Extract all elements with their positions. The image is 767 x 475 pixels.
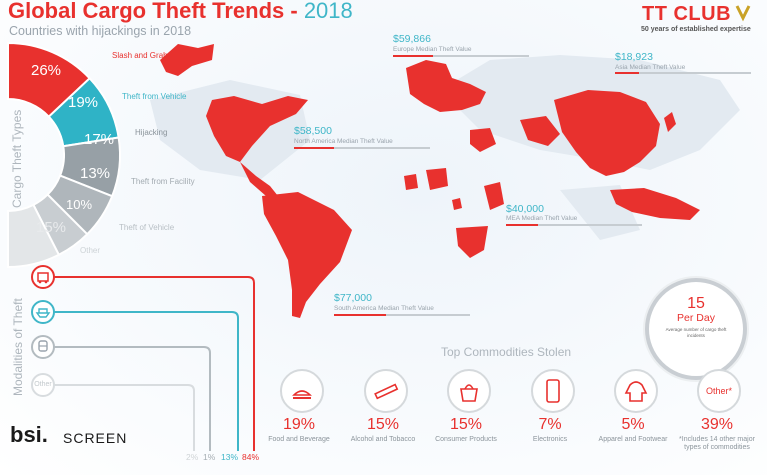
europe-value: $59,866 xyxy=(393,33,431,45)
phone-icon xyxy=(531,369,575,413)
per-day-number: 15 xyxy=(687,295,705,312)
south-africa-shape xyxy=(456,226,488,258)
central-america-shape xyxy=(240,162,278,196)
modality-pct-rail: 1% xyxy=(203,452,216,462)
title-text: Global Cargo Theft Trends - xyxy=(8,0,298,23)
label-slash-and-grab: Slash and Grab xyxy=(112,51,168,60)
asia-label: Asia Median Theft Value xyxy=(615,64,686,71)
bag-icon xyxy=(447,369,491,413)
wedge-pct-theft-of-vehicle: 10% xyxy=(66,197,93,212)
label-hijacking: Hijacking xyxy=(135,128,168,137)
europe-shape xyxy=(406,60,486,112)
africa-north-shape xyxy=(470,128,496,152)
east-africa-shape xyxy=(484,182,504,210)
north-america-value: $58,500 xyxy=(294,125,332,137)
asia-underline xyxy=(615,72,751,74)
wedge-pct-theft-from-vehicle: 19% xyxy=(68,94,99,111)
middle-east-shape xyxy=(520,116,560,146)
asia-shape xyxy=(554,90,660,176)
highlighted-countries xyxy=(160,44,700,318)
hoodie-icon xyxy=(614,369,658,413)
commodity-pct-apparel: 5% xyxy=(621,416,645,433)
commodity-pct-other: 39% xyxy=(700,416,734,433)
modality-lines xyxy=(44,276,255,451)
central-africa-shape xyxy=(452,198,462,210)
screen-logo: SCREEN xyxy=(63,430,128,446)
title-year: 2018 xyxy=(303,0,353,23)
alaska-shape xyxy=(160,44,214,76)
southeast-asia-shape xyxy=(610,188,700,220)
europe-underline xyxy=(393,55,529,57)
label-theft-of-vehicle: Theft of Vehicle xyxy=(119,223,175,232)
modality-pct-road: 84% xyxy=(242,452,260,462)
modality-pct-other: 2% xyxy=(186,452,199,462)
bsi-logo: bsi. xyxy=(10,422,48,447)
north-america-underline xyxy=(294,147,430,149)
per-day-badge: 15 Per Day Average number of cargo theft… xyxy=(645,278,747,380)
train-icon xyxy=(31,335,55,359)
north-america-shape xyxy=(206,96,308,162)
mea-value: $40,000 xyxy=(506,203,544,215)
label-theft-from-vehicle: Theft from Vehicle xyxy=(122,92,187,101)
wedge-pct-theft-from-facility: 13% xyxy=(80,165,111,182)
page-title: Global Cargo Theft Trends - 2018 xyxy=(8,0,353,24)
wedge-pct-slash-and-grab: 26% xyxy=(31,62,62,79)
mea-underline xyxy=(506,224,642,226)
south-america-value: $77,000 xyxy=(334,292,372,304)
south-america-label: South America Median Theft Value xyxy=(334,305,434,312)
commodity-pct-consumer: 15% xyxy=(449,416,483,433)
tt-club-logo: TT CLUB xyxy=(642,3,732,25)
page-subtitle: Countries with hijackings in 2018 xyxy=(9,24,192,38)
wedge-pct-hijacking: 17% xyxy=(84,131,115,148)
label-theft-from-facility: Theft from Facility xyxy=(131,177,195,186)
north-america-label: North America Median Theft Value xyxy=(294,138,393,145)
commodity-label-consumer: Consumer Products xyxy=(435,436,497,443)
modality-pct-sea: 13% xyxy=(221,452,239,462)
commodity-label-other: *Includes 14 other major types of commod… xyxy=(679,436,755,451)
other-icon: Other* xyxy=(697,369,741,413)
commodity-label-food: Food and Beverage xyxy=(268,436,330,443)
commodity-pct-food: 19% xyxy=(282,416,316,433)
commodity-label-electronics: Electronics xyxy=(532,436,568,443)
other-icon-text: Other* xyxy=(705,386,732,396)
nigeria-shape xyxy=(426,168,448,190)
ship-icon xyxy=(31,300,55,324)
south-america-underline xyxy=(334,314,470,316)
commodity-label-apparel: Apparel and Footwear xyxy=(598,436,668,443)
europe-label: Europe Median Theft Value xyxy=(393,46,472,53)
commodity-pct-electronics: 7% xyxy=(538,416,562,433)
label-other: Other xyxy=(80,246,101,255)
japan-shape xyxy=(664,112,676,132)
logo-tagline: 50 years of established expertise xyxy=(641,26,751,33)
per-day-sub: Average number of cargo theft incidents xyxy=(665,327,727,338)
food-icon xyxy=(280,369,324,413)
truck-icon xyxy=(31,265,55,289)
per-day-label: Per Day xyxy=(677,312,715,324)
asia-value: $18,923 xyxy=(615,51,653,63)
cigarette-icon xyxy=(364,369,408,413)
south-america-shape xyxy=(262,192,352,318)
commodity-label-alcohol: Alcohol and Tobacco xyxy=(350,436,416,443)
other-modality-icon: Other xyxy=(31,373,55,397)
other-modality-label: Other xyxy=(34,381,52,388)
mea-label: MEA Median Theft Value xyxy=(506,215,578,222)
wedge-pct-other: 15% xyxy=(36,219,67,236)
commodities-heading: Top Commodities Stolen xyxy=(441,345,572,359)
commodity-pct-alcohol: 15% xyxy=(366,416,400,433)
wedge-other xyxy=(7,203,61,269)
theft-types-donut xyxy=(7,41,121,269)
logo-chevron-icon xyxy=(735,5,751,22)
west-africa-shape xyxy=(404,174,418,190)
